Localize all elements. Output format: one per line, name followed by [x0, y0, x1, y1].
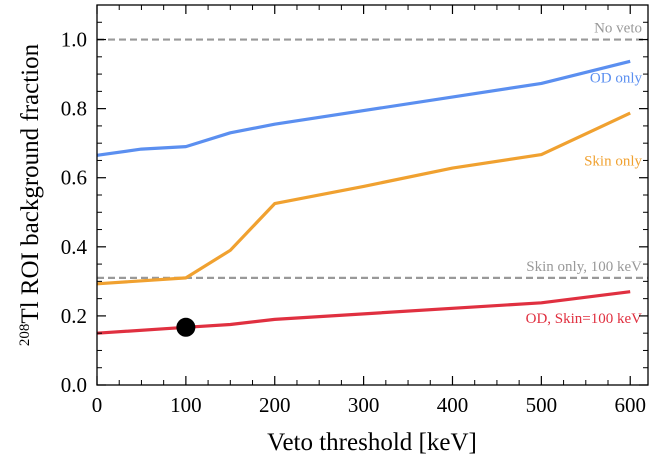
y-axis-title: 208Tl ROI background fraction	[17, 43, 44, 346]
series-line-od-only	[96, 59, 631, 157]
y-tick-label: 0.8	[61, 97, 87, 121]
y-axis-title-superscript: 208	[17, 324, 33, 347]
x-axis-title: Veto threshold [keV]	[267, 429, 477, 456]
y-tick-label: 0.0	[61, 373, 87, 397]
reference-label-skin-only-100-kev: Skin only, 100 keV	[526, 259, 642, 275]
x-tick-label: 0	[92, 393, 103, 417]
y-tick-label: 0.2	[61, 304, 87, 328]
series-label-od-skin-100-kev: OD, Skin=100 keV	[526, 311, 643, 327]
y-tick-label: 0.6	[61, 166, 87, 190]
x-tick-label: 500	[526, 393, 558, 417]
series-label-od-only: OD only	[590, 71, 643, 87]
axis-ticks: 0 100 200 300 400 500 600 0.0 0.2 0.4 0.6 0.8 1.0	[61, 5, 648, 417]
y-tick-label: 1.0	[61, 28, 87, 52]
reference-label-no-veto: No veto	[594, 21, 642, 37]
marker-point	[176, 317, 196, 337]
plot-content: No veto Skin only, 100 keV OD only Skin onl…	[96, 21, 648, 337]
x-tick-label: 200	[259, 393, 291, 417]
x-tick-label: 300	[348, 393, 380, 417]
series-line-skin-only	[96, 111, 631, 286]
x-tick-label: 600	[614, 393, 646, 417]
y-tick-label: 0.4	[61, 235, 88, 259]
series-label-skin-only: Skin only	[584, 154, 642, 170]
series-line-od-skin-100-kev	[96, 290, 631, 335]
y-axis-title-text: Tl ROI background fraction	[17, 43, 44, 323]
x-tick-label: 100	[170, 393, 202, 417]
x-tick-label: 400	[437, 393, 469, 417]
